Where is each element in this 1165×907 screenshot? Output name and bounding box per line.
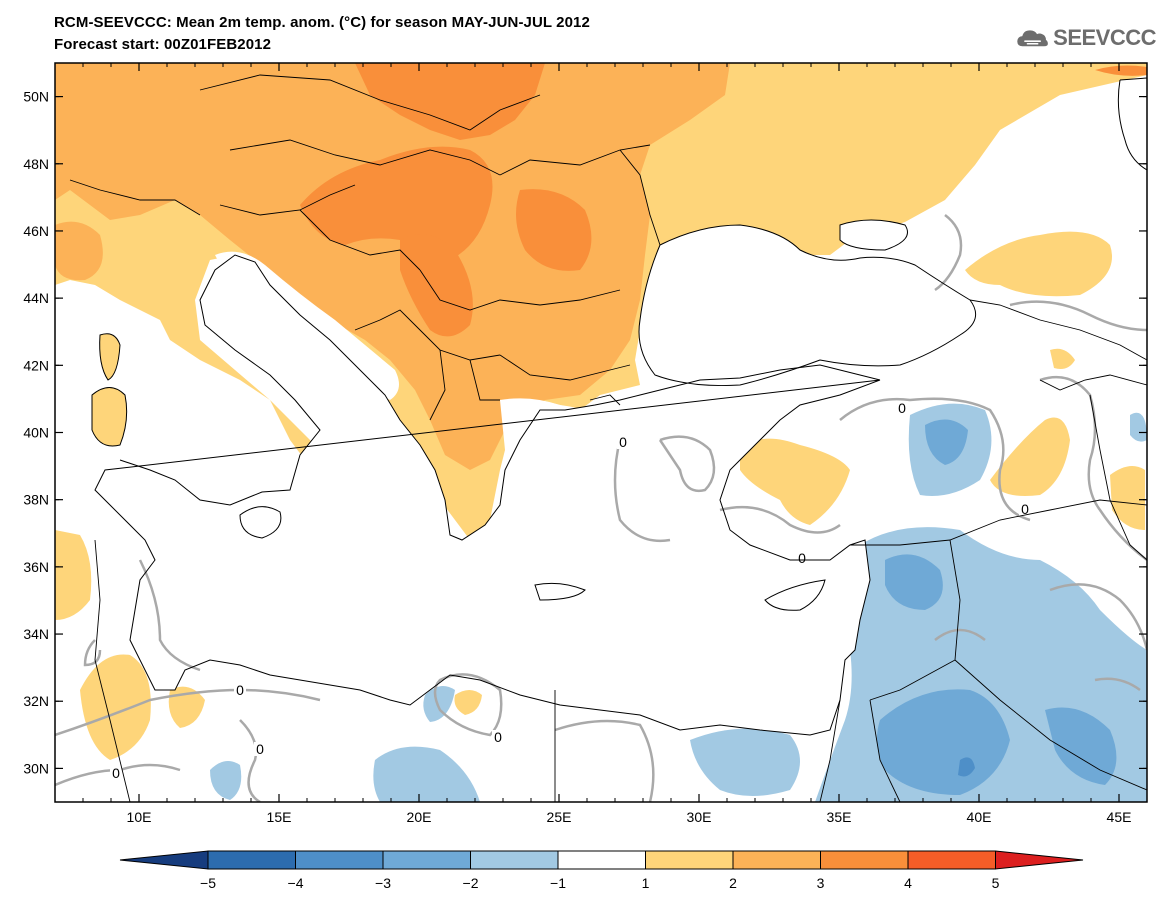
colorbar-arrow-min (119, 850, 209, 870)
colorbar-label: 5 (992, 875, 1000, 891)
lon-tick-label: 10E (127, 809, 152, 825)
colorbar-segment (820, 850, 909, 870)
anomaly-field-pos1-libya-e (454, 690, 482, 715)
anomaly-field-pos2-west (55, 221, 103, 281)
anomaly-field-neg1-libya-n (423, 686, 455, 722)
anomaly-field-neg3-arabia (958, 757, 975, 777)
anomaly-field-neg2-anatolia-e (925, 419, 968, 465)
anomaly-field-neg1-libya-w (210, 761, 242, 800)
lon-tick-label: 25E (547, 809, 572, 825)
anomaly-field-pos2 (55, 63, 730, 470)
colorbar-label: 3 (817, 875, 825, 891)
lon-tick-label: 35E (827, 809, 852, 825)
lon-tick-label: 30E (687, 809, 712, 825)
colorbar-segment (470, 850, 559, 870)
lat-tick-label: 34N (23, 626, 49, 642)
colorbar-label: −5 (200, 875, 216, 891)
map-plot-area: 0 0 0 0 0 0 0 0 (55, 63, 1147, 802)
contour-label: 0 (1021, 501, 1029, 517)
map-title: RCM-SEEVCCC: Mean 2m temp. anom. (°C) fo… (54, 14, 590, 31)
colorbar-label: −4 (288, 875, 304, 891)
colorbar-segment (907, 850, 996, 870)
anomaly-field-pos1-caspian (1110, 466, 1145, 530)
seevccc-logo: SEEVCCC (1016, 20, 1156, 56)
lon-tick-label: 20E (407, 809, 432, 825)
colorbar-segment (207, 850, 296, 870)
axis-ticks: 10E 15E 20E 25E 30E 35E 40E 45E 30N 32N 34N 36N 38N 4… (23, 63, 1147, 825)
anomaly-field-neg1-caucasus (1130, 412, 1147, 442)
lat-tick-label: 50N (23, 89, 49, 105)
anomaly-field-neg1-libya (373, 746, 480, 802)
anomaly-field-pos3-balkan (400, 234, 473, 337)
lat-tick-label: 40N (23, 425, 49, 441)
anomaly-field-pos3-north (355, 63, 545, 140)
contour-label: 0 (236, 682, 244, 698)
anomaly-field-pos1-caucasus (965, 231, 1112, 297)
lat-tick-label: 42N (23, 357, 49, 373)
lat-tick-label: 32N (23, 693, 49, 709)
anomaly-field-pos1-georgia (1050, 348, 1075, 369)
lat-tick-label: 30N (23, 760, 49, 776)
zero-contours (55, 214, 1147, 802)
colorbar-label: 2 (729, 875, 737, 891)
anomaly-field-neg1-egypt (690, 728, 800, 796)
logo-text: SEEVCCC (1053, 25, 1156, 50)
lat-tick-label: 38N (23, 492, 49, 508)
lon-tick-label: 40E (967, 809, 992, 825)
anomaly-field-neg2-syria (885, 554, 943, 610)
anomaly-field-pos1-sardinia (92, 387, 127, 446)
caspian-sea (1118, 78, 1147, 170)
anomaly-field-pos1-anatolia (740, 438, 850, 525)
anomaly-field-pos1-libya-c (168, 686, 205, 728)
anomaly-field-pos3-pannonia (300, 146, 493, 260)
lat-tick-label: 44N (23, 290, 49, 306)
colorbar: −5 −4 −3 −2 −1 1 2 3 4 5 (119, 850, 1084, 891)
lat-tick-label: 46N (23, 223, 49, 239)
anomaly-field-pos1-east-anatolia (990, 417, 1070, 496)
colorbar-label: −1 (550, 875, 566, 891)
forecast-start-label: Forecast start: 00Z01FEB2012 (54, 36, 272, 53)
anomaly-field-pos1-tunisia (55, 530, 92, 620)
mediterranean-sea (95, 255, 880, 735)
anomaly-field-neg2-iraq (1045, 707, 1117, 785)
contour-label: 0 (256, 741, 264, 757)
lat-tick-label: 48N (23, 156, 49, 172)
colorbar-label: 1 (642, 875, 650, 891)
colorbar-segment (732, 850, 821, 870)
country-borders (69, 74, 1147, 802)
contour-labels: 0 0 0 0 0 0 0 0 (110, 400, 1031, 781)
contour-label: 0 (619, 434, 627, 450)
contour-label: 0 (494, 729, 502, 745)
colorbar-segment (557, 850, 646, 870)
black-sea (639, 225, 976, 386)
lat-tick-label: 36N (23, 559, 49, 575)
colorbar-label: 4 (904, 875, 912, 891)
contour-label: 0 (112, 765, 120, 781)
contour-label: 0 (898, 400, 906, 416)
colorbar-segment (382, 850, 471, 870)
colorbar-label: −3 (375, 875, 391, 891)
anomaly-field-pos3-black-sea-n (1095, 65, 1147, 76)
colorbar-segment (645, 850, 734, 870)
anomaly-field-neg2-arabia (876, 689, 1010, 795)
anomaly-field-pos3-romania (516, 189, 592, 271)
coastlines (91, 77, 1147, 736)
lon-tick-label: 15E (267, 809, 292, 825)
colorbar-arrow-max (995, 850, 1084, 870)
anomaly-field-pos1-libya-w (80, 654, 151, 760)
anomaly-field-pos1-corsica (99, 333, 120, 380)
lon-tick-label: 45E (1107, 809, 1132, 825)
sea-of-azov (840, 220, 908, 250)
contour-label: 0 (798, 550, 806, 566)
colorbar-segment (295, 850, 384, 870)
cloud-icon (1017, 30, 1048, 47)
aegean-sea (500, 398, 625, 550)
colorbar-label: −2 (463, 875, 479, 891)
